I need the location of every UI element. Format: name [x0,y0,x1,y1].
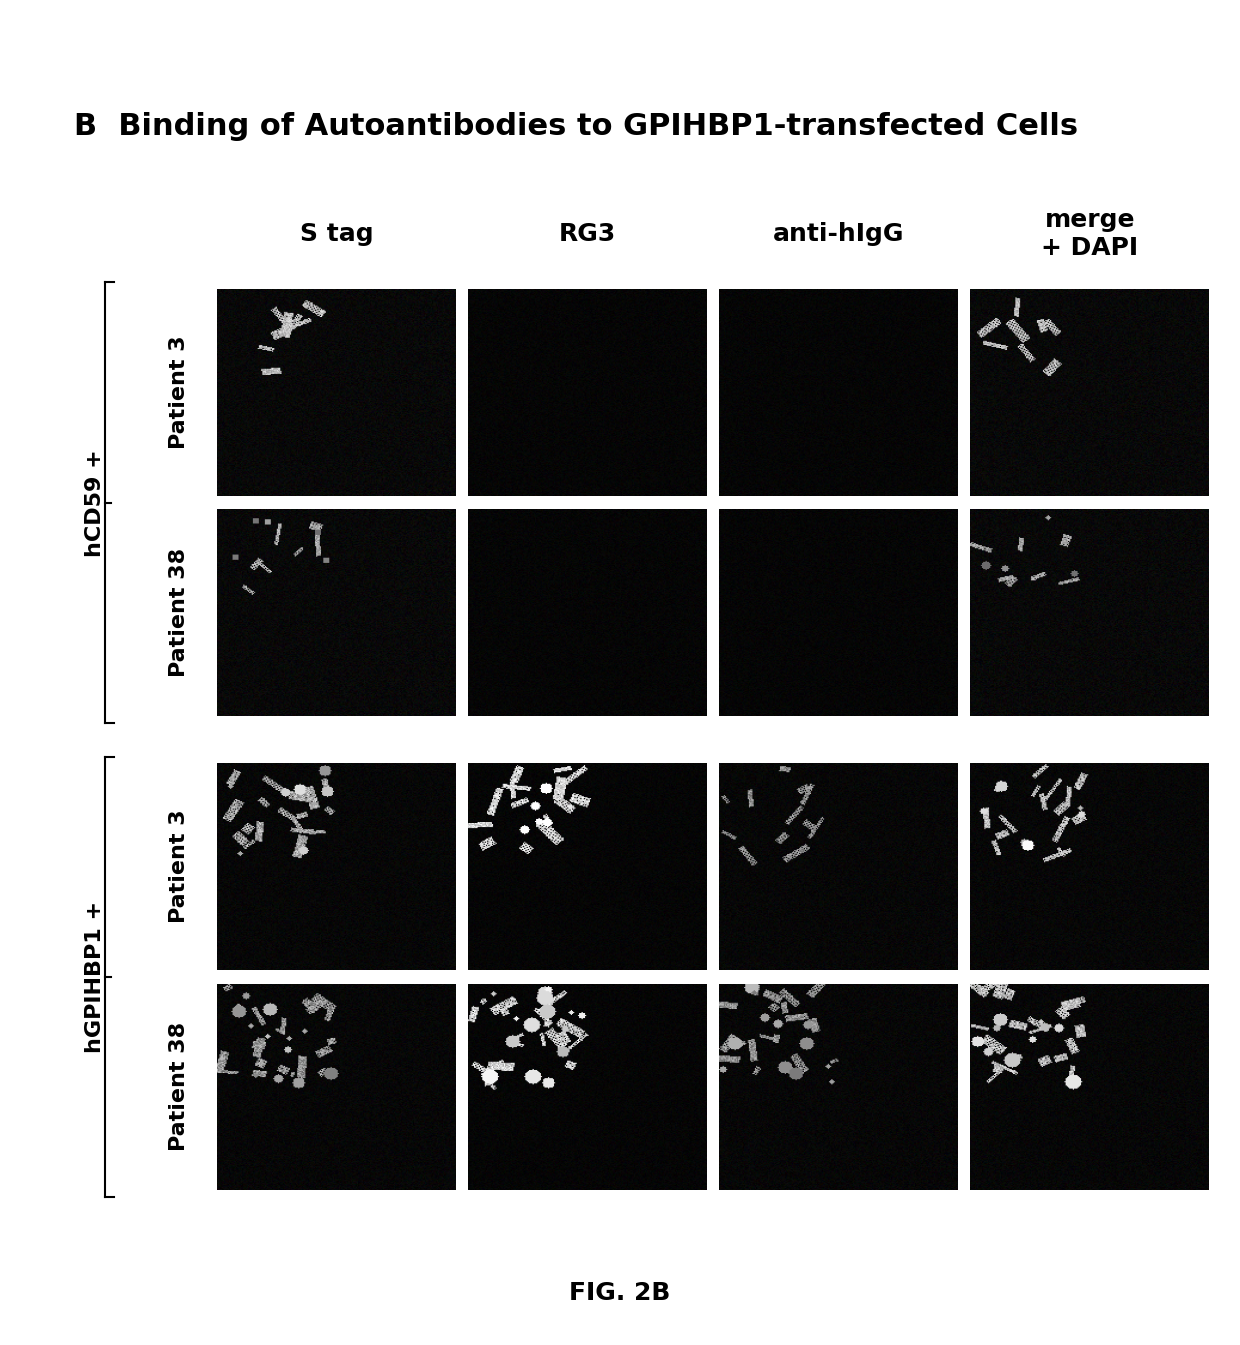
Text: merge
+ DAPI: merge + DAPI [1042,208,1138,260]
Text: B  Binding of Autoantibodies to GPIHBP1-transfected Cells: B Binding of Autoantibodies to GPIHBP1-t… [74,112,1079,141]
Text: hCD59 +: hCD59 + [84,449,105,557]
Text: anti-hIgG: anti-hIgG [773,222,904,246]
Text: hGPIHBP1 +: hGPIHBP1 + [84,901,105,1053]
Text: Patient 38: Patient 38 [169,1022,190,1151]
Text: RG3: RG3 [559,222,616,246]
Text: Patient 3: Patient 3 [169,336,190,449]
Text: Patient 3: Patient 3 [169,810,190,924]
Text: FIG. 2B: FIG. 2B [569,1282,671,1305]
Text: S tag: S tag [300,222,373,246]
Text: Patient 38: Patient 38 [169,549,190,678]
